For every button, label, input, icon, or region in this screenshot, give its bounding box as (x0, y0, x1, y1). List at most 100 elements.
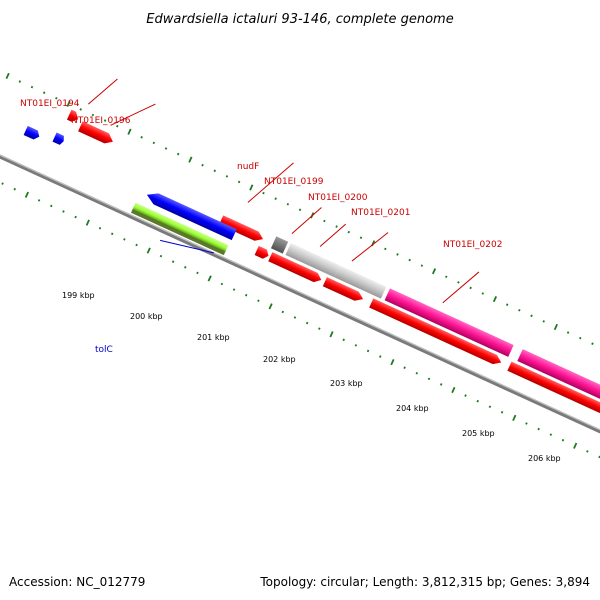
gc-outer-tick (103, 119, 107, 122)
gc-skew-inner-ring (1, 182, 600, 459)
kbp-label-199: 199 kbp (62, 291, 95, 300)
gc-outer-tick (30, 85, 34, 89)
leader-0194 (88, 78, 118, 105)
gc-inner-tick (512, 414, 517, 421)
gc-inner-tick (281, 310, 285, 314)
label-NT01EI_0199: NT01EI_0199 (264, 177, 324, 187)
gc-outer-tick (505, 303, 509, 306)
gc-inner-tick (207, 275, 212, 282)
gc-outer-tick (237, 180, 241, 184)
gc-inner-tick (586, 450, 589, 453)
feature-cds-0194 (66, 109, 79, 122)
gc-inner-tick (329, 331, 334, 338)
gc-inner-tick (196, 271, 199, 275)
feature-trna-tolC-shade (130, 209, 226, 256)
feature-cds-0196 (78, 121, 113, 144)
gc-inner-tick (573, 442, 578, 449)
leader-tolC (160, 239, 214, 254)
gc-outer-tick (286, 202, 290, 206)
label-NT01EI_0200: NT01EI_0200 (308, 193, 368, 203)
gc-inner-tick (244, 293, 248, 297)
gc-outer-tick (408, 258, 411, 262)
gc-outer-tick (431, 268, 437, 275)
genome-backbone (0, 143, 600, 447)
gc-outer-tick (127, 128, 132, 135)
gc-inner-tick (549, 433, 553, 436)
gc-inner-tick (318, 327, 321, 330)
gc-inner-tick (390, 359, 395, 366)
label-tolC: tolC (95, 345, 113, 355)
gc-outer-tick (55, 96, 58, 100)
topology-text: Topology: circular; Length: 3,812,315 bp… (259, 575, 590, 589)
gc-inner-tick (415, 371, 419, 375)
gc-outer-tick (298, 208, 302, 212)
gc-outer-tick (591, 342, 594, 345)
map-title: Edwardsiella ictaluri 93-146, complete g… (146, 12, 453, 27)
label-nudF: nudF (237, 162, 259, 172)
gc-inner-tick (293, 316, 297, 319)
feature-trna-tolC (132, 202, 229, 253)
gc-inner-tick (123, 238, 126, 241)
gc-inner-tick (537, 427, 540, 431)
gc-outer-tick (249, 184, 254, 191)
gc-inner-tick (171, 260, 175, 263)
gc-outer-tick (176, 152, 180, 156)
gc-outer-tick (140, 136, 143, 139)
gc-inner-tick (24, 191, 29, 198)
feature-cds-b (322, 277, 364, 301)
gc-outer-tick (225, 175, 229, 178)
feature-rrna-tolC (146, 193, 237, 241)
kbp-label-205: 205 kbp (462, 429, 495, 438)
kbp-label-201: 201 kbp (197, 333, 230, 342)
leader-nudF (247, 162, 294, 203)
feature-cds-a (268, 252, 322, 283)
gc-outer-tick (262, 191, 265, 195)
gc-outer-tick (274, 197, 277, 200)
gc-outer-tick (323, 219, 326, 223)
gc-inner-tick (427, 377, 431, 381)
gc-outer-tick (530, 314, 533, 318)
gc-inner-tick (561, 438, 565, 442)
gc-outer-tick (481, 292, 485, 295)
gc-inner-tick (110, 232, 114, 236)
gc-inner-tick (146, 247, 151, 254)
gc-inner-tick (379, 355, 382, 358)
gc-outer-tick (335, 225, 338, 228)
gc-inner-tick (305, 321, 309, 325)
label-NT01EI_0196: NT01EI_0196 (71, 116, 131, 126)
gc-outer-tick (384, 247, 387, 251)
gc-outer-tick (492, 295, 498, 303)
gc-inner-tick (366, 349, 370, 353)
kbp-label-203: 203 kbp (330, 379, 363, 388)
gc-outer-tick (18, 80, 22, 83)
gc-inner-tick (50, 204, 53, 208)
gc-inner-tick (257, 299, 260, 303)
kbp-label-206: 206 kbp (528, 454, 561, 463)
leader-0201 (351, 232, 389, 262)
gc-outer-tick (164, 147, 168, 150)
gc-outer-tick (66, 100, 71, 107)
feature-mobile-0201 (384, 288, 514, 357)
kbp-label-204: 204 kbp (396, 404, 429, 413)
gc-inner-tick (525, 422, 528, 425)
gc-outer-tick (420, 264, 424, 267)
gc-inner-tick (62, 210, 65, 213)
leader-0199 (291, 207, 322, 234)
gc-outer-tick (42, 91, 46, 94)
gc-inner-tick (342, 338, 345, 342)
feature-rrna-left-edge (23, 125, 40, 140)
leader-0200 (319, 223, 347, 247)
feature-misc-dark (270, 236, 289, 254)
label-NT01EI_0201: NT01EI_0201 (351, 208, 410, 218)
gc-inner-tick (488, 405, 492, 409)
gc-inner-tick (268, 303, 273, 310)
gc-inner-tick (37, 199, 41, 202)
gc-outer-tick (116, 124, 119, 128)
leader-0202 (442, 271, 480, 304)
feature-cds-c (369, 298, 502, 365)
gc-inner-tick (232, 288, 236, 291)
gc-inner-tick (500, 411, 504, 414)
gc-outer-tick (188, 156, 193, 163)
gc-inner-tick (159, 254, 163, 258)
